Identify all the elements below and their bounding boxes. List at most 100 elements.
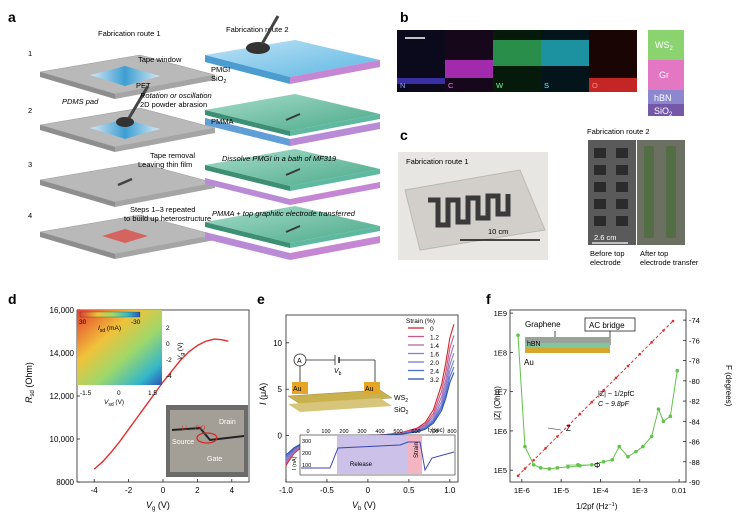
f-phi-point bbox=[555, 466, 560, 470]
gate-label: Gate bbox=[207, 456, 222, 463]
d-ytick-label: 12,000 bbox=[50, 392, 75, 401]
panel-letter-d: d bbox=[8, 291, 17, 307]
f-xlabel: 1/2pf (Hz−1) bbox=[576, 502, 618, 511]
d-xtick-label: -4 bbox=[91, 486, 99, 495]
inset-y-tick-2: 0 bbox=[166, 341, 170, 348]
cvalue-label: C ~ 9.8pF bbox=[598, 401, 630, 408]
pdms-pad-icon bbox=[116, 117, 134, 127]
au-electrode-2 bbox=[364, 382, 380, 394]
f-phi-point bbox=[675, 368, 680, 373]
step-4-number: 4 bbox=[28, 211, 32, 220]
inset-y-tick-1: 2 bbox=[166, 325, 170, 332]
panel-a: a Fabrication route 1 Fabrication route … bbox=[8, 9, 380, 260]
e-legend-label: 3.2 bbox=[430, 377, 439, 384]
ammeter-label: A bbox=[297, 358, 302, 365]
f-phi-point bbox=[634, 449, 638, 454]
e-legend-label: 0 bbox=[430, 326, 434, 333]
au-label: Au bbox=[524, 358, 534, 367]
map-label-o: O bbox=[592, 81, 598, 90]
d-ticks: -4 -2 0 2 4 8000 10,000 12,000 14,000 16,000 bbox=[50, 306, 235, 495]
route2-slab-3: Dissolve PMGI in a bath of MF319 bbox=[205, 149, 380, 205]
f-xtick-label: 1E-3 bbox=[632, 486, 648, 495]
cbar-label: Isd (mA) bbox=[98, 325, 121, 334]
f-z-point bbox=[638, 352, 642, 356]
inset-y-tick-4: -4 bbox=[166, 373, 172, 380]
abrasion-label: 2D powder abrasion bbox=[140, 100, 207, 109]
legend-gr-label: Gr bbox=[659, 70, 669, 80]
f-y2tick-label: -80 bbox=[689, 377, 700, 386]
e-xtick-label: 0 bbox=[366, 486, 371, 495]
panel-b: b N C W S O WS2 Gr hBN SiO2 bbox=[397, 9, 684, 118]
f-phi-point bbox=[531, 463, 536, 467]
cbar-tick-30: 30 bbox=[79, 319, 87, 326]
rotation-label: Rotation or oscillation bbox=[140, 91, 212, 100]
f-y2tick-label: -76 bbox=[689, 336, 700, 345]
hbn-label: hBN bbox=[527, 341, 541, 348]
f-y2tick-label: -88 bbox=[689, 458, 700, 467]
f-y2tick-label: -90 bbox=[689, 478, 700, 487]
c-route2-title: Fabrication route 2 bbox=[587, 127, 650, 136]
e-inset-xtick-label: 300 bbox=[357, 429, 366, 435]
f-ytick-label: 1E8 bbox=[494, 348, 507, 357]
e-ytick-label: 10 bbox=[273, 339, 282, 348]
before-label-2: electrode bbox=[590, 258, 621, 267]
after-label-1: After top bbox=[640, 249, 668, 258]
f-z-point bbox=[516, 474, 520, 478]
au1-label: Au bbox=[293, 386, 302, 393]
graphene-label: Graphene bbox=[525, 320, 561, 329]
f-ytick-label: 1E7 bbox=[494, 388, 507, 397]
f-z-point bbox=[671, 319, 675, 323]
formula-label: |Z| ~ 1/2pfC bbox=[598, 391, 635, 398]
f-z-point bbox=[662, 329, 665, 332]
d-ytick-label: 16,000 bbox=[50, 306, 75, 315]
legend-gr bbox=[648, 60, 684, 90]
cbar-tick-neg30: -30 bbox=[131, 319, 141, 326]
step-3-number: 3 bbox=[28, 160, 32, 169]
map-label-c: C bbox=[448, 81, 454, 90]
inset-x-tick-3: 1.5 bbox=[148, 390, 157, 397]
z-series-label: Z bbox=[566, 424, 571, 433]
d-xtick-label: -2 bbox=[125, 486, 133, 495]
scale-10cm: 10 cm bbox=[488, 227, 508, 236]
f-y2tick-label: -82 bbox=[689, 397, 700, 406]
e-inset-xtick-label: 100 bbox=[321, 429, 330, 435]
f-ytick-label: 1E5 bbox=[494, 466, 507, 475]
f-phi-point bbox=[617, 444, 622, 449]
e-ytick-label: 0 bbox=[278, 432, 283, 441]
strain-region bbox=[407, 436, 422, 474]
panel-letter-a: a bbox=[8, 9, 16, 25]
pet-label: PET bbox=[136, 81, 151, 90]
d-xtick-label: 2 bbox=[195, 486, 200, 495]
strain-label: Strain bbox=[414, 442, 420, 458]
f-plot bbox=[516, 319, 680, 478]
inset-y-label: Vg (V) bbox=[177, 342, 186, 360]
scale-2-6cm: 2.6 cm bbox=[594, 233, 617, 242]
d-xtick-label: 4 bbox=[230, 486, 235, 495]
d-series-line bbox=[93, 338, 229, 470]
inset-x-tick-2: 0 bbox=[117, 390, 121, 397]
map-label-n: N bbox=[400, 81, 405, 90]
inset-x-tick-1: -1.5 bbox=[80, 390, 92, 397]
source-label: Source bbox=[172, 439, 194, 446]
d-ytick-label: 10,000 bbox=[50, 435, 75, 444]
printed-circuit bbox=[428, 193, 511, 228]
f-z-point bbox=[650, 341, 653, 344]
e-inset: 300 200 100 I (nA) Release Strain 0 100 20… bbox=[292, 428, 457, 476]
f-xtick-label: 0.01 bbox=[672, 486, 687, 495]
route1-title: Fabrication route 1 bbox=[98, 29, 161, 38]
f-ylabel-right: F (degrees) bbox=[724, 365, 733, 407]
release-label: Release bbox=[350, 462, 373, 468]
d-xtick-label: 0 bbox=[161, 486, 166, 495]
route2-title: Fabrication route 2 bbox=[226, 25, 289, 34]
e-inset-xtick-label: 500 bbox=[393, 429, 402, 435]
f-phi-point bbox=[589, 463, 594, 467]
f-phi-point bbox=[547, 467, 552, 471]
hbn-layer bbox=[525, 343, 610, 348]
f-z-point bbox=[544, 447, 547, 450]
f-axes-frame bbox=[509, 309, 687, 483]
f-phi-point bbox=[661, 419, 666, 424]
repeated-label: Steps 1–3 repeated bbox=[130, 205, 195, 214]
pmgi-label: PMGI bbox=[211, 65, 230, 74]
f-z-point bbox=[626, 364, 630, 368]
